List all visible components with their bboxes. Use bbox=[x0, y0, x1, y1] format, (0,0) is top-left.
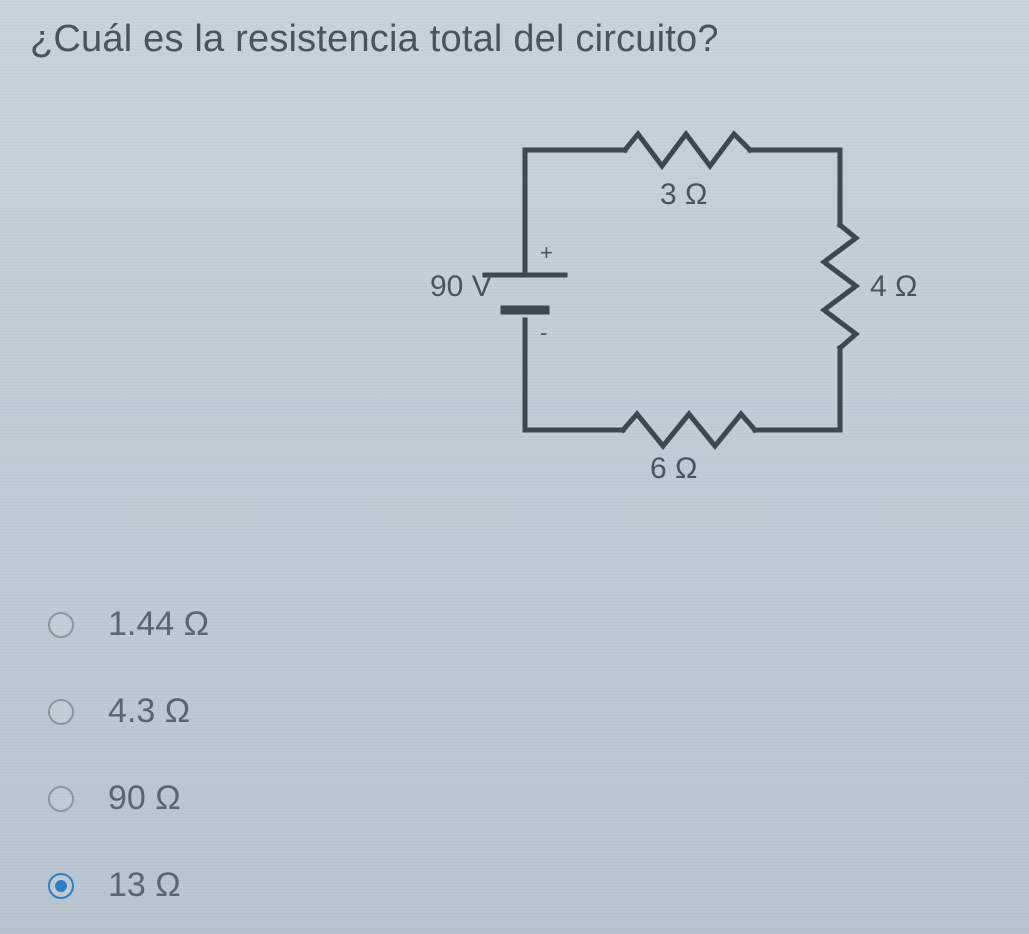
circuit-diagram: 3 Ω 4 Ω 6 Ω 90 V + - bbox=[410, 130, 950, 490]
polarity-minus: - bbox=[540, 320, 547, 346]
option-1[interactable]: 1.44 Ω bbox=[48, 605, 209, 644]
radio-icon bbox=[48, 873, 74, 899]
question-text: ¿Cuál es la resistencia total del circui… bbox=[30, 18, 719, 61]
option-label: 4.3 Ω bbox=[108, 692, 190, 731]
polarity-plus: + bbox=[540, 240, 553, 266]
answer-options: 1.44 Ω 4.3 Ω 90 Ω 13 Ω bbox=[48, 605, 209, 934]
option-4[interactable]: 13 Ω bbox=[48, 866, 209, 905]
option-label: 90 Ω bbox=[108, 779, 181, 818]
resistor-top-label: 3 Ω bbox=[660, 178, 707, 212]
option-3[interactable]: 90 Ω bbox=[48, 779, 209, 818]
resistor-right-label: 4 Ω bbox=[870, 270, 917, 304]
voltage-label: 90 V bbox=[430, 270, 492, 304]
option-label: 13 Ω bbox=[108, 866, 181, 905]
quiz-page: ¿Cuál es la resistencia total del circui… bbox=[0, 0, 1029, 934]
radio-icon bbox=[48, 786, 74, 812]
radio-icon bbox=[48, 699, 74, 725]
resistor-bottom-label: 6 Ω bbox=[650, 452, 697, 486]
option-label: 1.44 Ω bbox=[108, 605, 209, 644]
option-2[interactable]: 4.3 Ω bbox=[48, 692, 209, 731]
radio-icon bbox=[48, 612, 74, 638]
